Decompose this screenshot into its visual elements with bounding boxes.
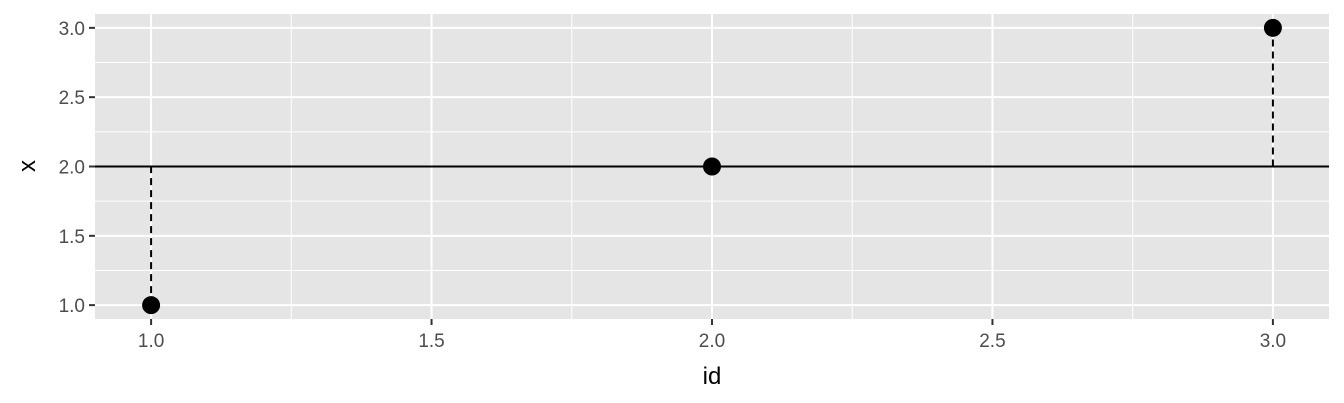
y-tick-label: 3.0 bbox=[59, 19, 85, 40]
data-point bbox=[142, 296, 161, 315]
x-axis: 1.0 1.5 2.0 2.5 3.0 bbox=[138, 319, 1286, 352]
x-tick-label: 3.0 bbox=[1260, 331, 1286, 352]
data-point bbox=[1263, 18, 1282, 37]
points bbox=[142, 18, 1282, 315]
y-tick-label: 2.5 bbox=[59, 88, 85, 109]
x-tick-label: 1.0 bbox=[138, 331, 164, 352]
y-tick-label: 1.5 bbox=[59, 227, 85, 248]
y-tick-label: 1.0 bbox=[59, 296, 85, 317]
data-point bbox=[703, 157, 721, 176]
x-tick-label: 2.0 bbox=[699, 331, 725, 352]
y-tick-label: 2.0 bbox=[59, 158, 85, 179]
x-tick-label: 1.5 bbox=[418, 331, 444, 352]
x-tick-label: 2.5 bbox=[979, 331, 1005, 352]
y-axis: 1.0 1.5 2.0 2.5 3.0 bbox=[59, 19, 95, 317]
x-axis-title: id bbox=[703, 363, 722, 390]
y-axis-title: x bbox=[14, 160, 41, 172]
